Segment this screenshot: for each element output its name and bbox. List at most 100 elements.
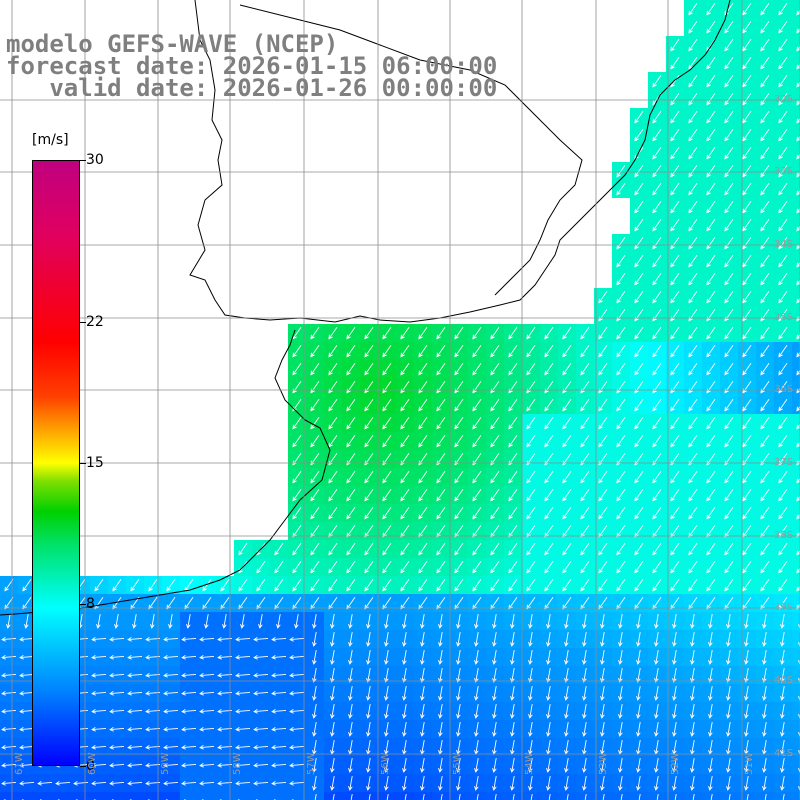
wind-cell <box>522 792 540 800</box>
wind-arrow <box>616 579 626 592</box>
wind-arrow <box>420 758 425 773</box>
wind-arrow <box>652 561 662 574</box>
wind-arrow <box>744 722 749 737</box>
wind-arrow <box>274 597 284 610</box>
wind-arrow <box>760 579 770 592</box>
latitude-label: 36S <box>774 384 794 395</box>
wind-arrow <box>598 417 608 430</box>
wind-arrow <box>778 129 788 142</box>
wind-arrow <box>472 399 482 412</box>
wind-arrow <box>454 327 464 340</box>
wind-arrow <box>566 794 569 800</box>
wind-arrow <box>742 435 752 448</box>
wind-arrow <box>366 776 371 791</box>
wind-arrow <box>634 471 644 484</box>
wind-arrow <box>402 614 407 629</box>
wind-arrow <box>235 709 251 714</box>
wind-cell <box>774 792 792 800</box>
wind-arrow <box>1 727 17 732</box>
wind-arrow <box>384 686 389 701</box>
wind-arrow <box>420 650 425 665</box>
wind-arrow <box>364 471 374 484</box>
wind-arrow <box>310 363 320 376</box>
wind-cell <box>288 792 306 800</box>
wind-arrow <box>199 673 215 678</box>
wind-arrow <box>796 63 800 70</box>
wind-arrow <box>652 597 662 610</box>
wind-cell <box>792 486 800 504</box>
wind-arrow <box>670 255 680 268</box>
wind-arrow <box>528 776 533 791</box>
wind-arrow <box>546 776 551 791</box>
wind-arrow <box>688 507 698 520</box>
wind-arrow <box>91 781 107 786</box>
wind-cell <box>36 792 54 800</box>
wind-arrow <box>796 333 800 340</box>
wind-arrow <box>652 489 662 502</box>
wind-arrow <box>762 650 767 665</box>
wind-arrow <box>598 399 608 412</box>
wind-arrow <box>652 327 662 340</box>
wind-arrow <box>364 345 374 358</box>
wind-arrow <box>724 147 734 160</box>
wind-arrow <box>289 673 305 678</box>
wind-arrow <box>490 471 500 484</box>
wind-arrow <box>258 614 263 629</box>
wind-arrow <box>582 632 587 647</box>
wind-arrow <box>796 585 800 592</box>
wind-arrow <box>526 579 536 592</box>
wind-arrow <box>127 781 143 786</box>
wind-cell <box>504 792 522 800</box>
wind-arrow <box>724 507 734 520</box>
wind-cell <box>684 792 702 800</box>
wind-arrow <box>634 579 644 592</box>
wind-cell <box>792 522 800 540</box>
wind-cell <box>576 792 594 800</box>
wind-arrow <box>760 507 770 520</box>
wind-arrow <box>562 363 572 376</box>
wind-arrow <box>706 597 716 610</box>
wind-arrow <box>616 525 626 538</box>
wind-arrow <box>310 399 320 412</box>
wind-arrow <box>580 525 590 538</box>
wind-arrow <box>688 165 698 178</box>
wind-arrow <box>636 614 641 629</box>
wind-arrow <box>762 668 767 683</box>
wind-arrow <box>778 75 788 88</box>
wind-arrow <box>598 435 608 448</box>
wind-arrow <box>366 650 371 665</box>
wind-arrow <box>778 345 788 358</box>
wind-arrow <box>778 255 788 268</box>
wind-arrow <box>289 691 305 696</box>
wind-arrow <box>706 111 716 124</box>
wind-arrow <box>422 794 425 800</box>
wind-arrow <box>580 345 590 358</box>
wind-arrow <box>382 525 392 538</box>
wind-arrow <box>708 632 713 647</box>
wind-arrow <box>562 543 572 556</box>
wind-arrow <box>652 363 662 376</box>
wind-arrow <box>706 489 716 502</box>
wind-arrow <box>256 561 266 574</box>
latitude-label: 33S <box>774 166 794 177</box>
wind-arrow <box>528 704 533 719</box>
wind-arrow <box>796 531 800 538</box>
wind-arrow <box>706 165 716 178</box>
wind-arrow <box>688 57 698 70</box>
wind-arrow <box>400 363 410 376</box>
wind-arrow <box>400 543 410 556</box>
wind-arrow <box>310 489 320 502</box>
wind-arrow <box>438 632 443 647</box>
wind-arrow <box>796 351 800 358</box>
wind-arrow <box>742 579 752 592</box>
wind-arrow <box>562 345 572 358</box>
wind-arrow <box>544 399 554 412</box>
wind-arrow <box>346 597 356 610</box>
wind-arrow <box>728 794 731 800</box>
wind-arrow <box>692 794 695 800</box>
wind-cell <box>792 594 800 612</box>
wind-cell <box>558 792 576 800</box>
wind-arrow <box>386 794 389 800</box>
wind-arrow <box>418 363 428 376</box>
